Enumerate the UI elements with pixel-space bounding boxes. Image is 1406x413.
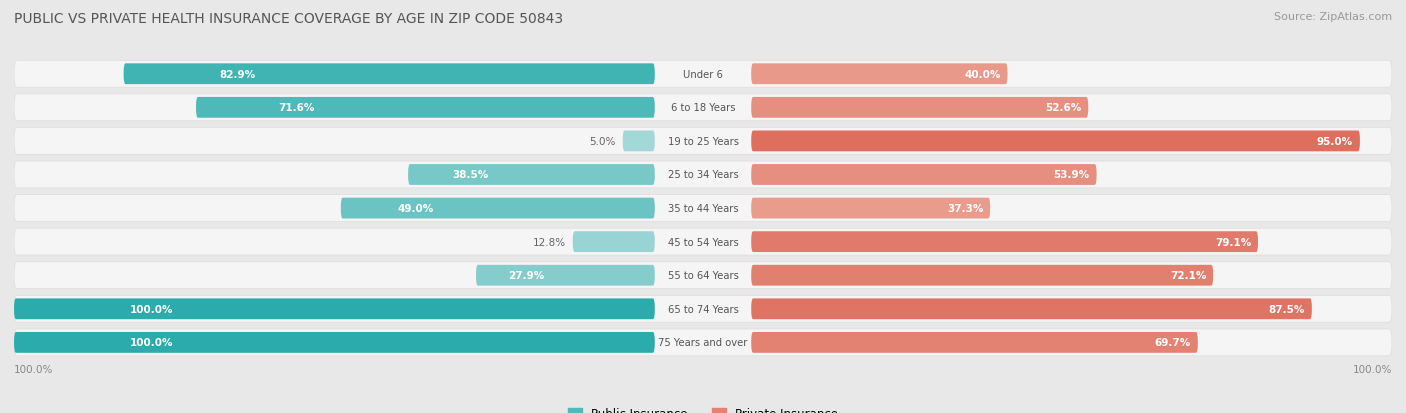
FancyBboxPatch shape <box>14 332 655 353</box>
FancyBboxPatch shape <box>14 95 1392 121</box>
FancyBboxPatch shape <box>751 98 1088 119</box>
FancyBboxPatch shape <box>751 332 1198 353</box>
Text: 82.9%: 82.9% <box>219 69 256 80</box>
Text: 69.7%: 69.7% <box>1154 337 1191 348</box>
FancyBboxPatch shape <box>14 128 1392 155</box>
Text: 65 to 74 Years: 65 to 74 Years <box>668 304 738 314</box>
FancyBboxPatch shape <box>14 161 1392 188</box>
Text: 53.9%: 53.9% <box>1053 170 1090 180</box>
Text: 38.5%: 38.5% <box>453 170 489 180</box>
FancyBboxPatch shape <box>751 131 1360 152</box>
FancyBboxPatch shape <box>751 265 1213 286</box>
FancyBboxPatch shape <box>340 198 655 219</box>
FancyBboxPatch shape <box>14 296 1392 323</box>
FancyBboxPatch shape <box>572 232 655 252</box>
FancyBboxPatch shape <box>14 299 655 319</box>
Text: 5.0%: 5.0% <box>589 137 616 147</box>
Text: 25 to 34 Years: 25 to 34 Years <box>668 170 738 180</box>
Text: 100.0%: 100.0% <box>129 304 173 314</box>
Text: 35 to 44 Years: 35 to 44 Years <box>668 204 738 214</box>
Text: 100.0%: 100.0% <box>1353 364 1392 374</box>
Text: Source: ZipAtlas.com: Source: ZipAtlas.com <box>1274 12 1392 22</box>
FancyBboxPatch shape <box>751 232 1258 252</box>
Text: 45 to 54 Years: 45 to 54 Years <box>668 237 738 247</box>
FancyBboxPatch shape <box>408 165 655 185</box>
Text: 52.6%: 52.6% <box>1045 103 1081 113</box>
FancyBboxPatch shape <box>623 131 655 152</box>
Text: 49.0%: 49.0% <box>398 204 433 214</box>
Text: 19 to 25 Years: 19 to 25 Years <box>668 137 738 147</box>
FancyBboxPatch shape <box>751 198 990 219</box>
Text: 100.0%: 100.0% <box>129 337 173 348</box>
Text: PUBLIC VS PRIVATE HEALTH INSURANCE COVERAGE BY AGE IN ZIP CODE 50843: PUBLIC VS PRIVATE HEALTH INSURANCE COVER… <box>14 12 564 26</box>
FancyBboxPatch shape <box>14 195 1392 222</box>
Text: 71.6%: 71.6% <box>278 103 315 113</box>
Legend: Public Insurance, Private Insurance: Public Insurance, Private Insurance <box>568 407 838 413</box>
FancyBboxPatch shape <box>14 329 1392 356</box>
FancyBboxPatch shape <box>751 165 1097 185</box>
FancyBboxPatch shape <box>14 262 1392 289</box>
Text: 27.9%: 27.9% <box>508 271 544 280</box>
Text: 55 to 64 Years: 55 to 64 Years <box>668 271 738 280</box>
FancyBboxPatch shape <box>751 64 1008 85</box>
Text: Under 6: Under 6 <box>683 69 723 80</box>
FancyBboxPatch shape <box>14 61 1392 88</box>
Text: 87.5%: 87.5% <box>1268 304 1305 314</box>
FancyBboxPatch shape <box>124 64 655 85</box>
Text: 40.0%: 40.0% <box>965 69 1001 80</box>
Text: 12.8%: 12.8% <box>533 237 565 247</box>
Text: 6 to 18 Years: 6 to 18 Years <box>671 103 735 113</box>
FancyBboxPatch shape <box>477 265 655 286</box>
Text: 79.1%: 79.1% <box>1215 237 1251 247</box>
Text: 75 Years and over: 75 Years and over <box>658 337 748 348</box>
Text: 72.1%: 72.1% <box>1170 271 1206 280</box>
Text: 95.0%: 95.0% <box>1317 137 1353 147</box>
FancyBboxPatch shape <box>195 98 655 119</box>
Text: 100.0%: 100.0% <box>14 364 53 374</box>
Text: 37.3%: 37.3% <box>948 204 983 214</box>
FancyBboxPatch shape <box>14 229 1392 256</box>
FancyBboxPatch shape <box>751 299 1312 319</box>
